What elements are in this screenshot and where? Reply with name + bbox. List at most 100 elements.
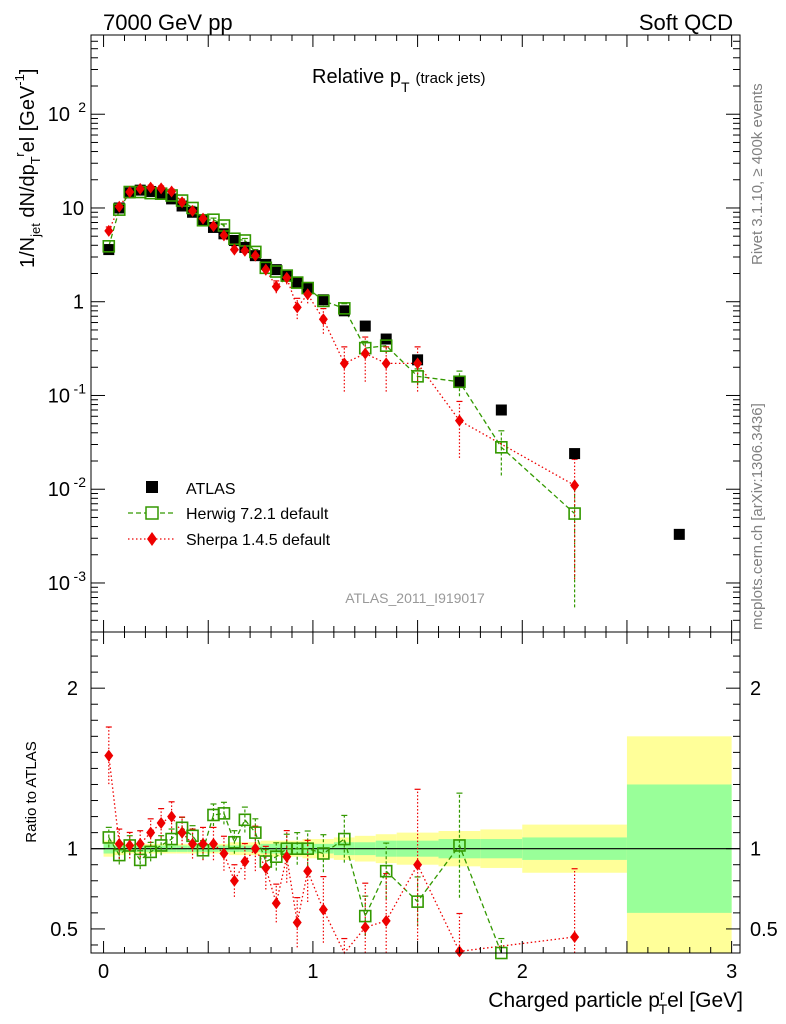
atlas-point [380, 333, 392, 345]
ratio-sherpa-point [114, 837, 124, 850]
ratio-herwig-point [269, 850, 283, 864]
herwig-point [102, 240, 116, 253]
sherpa-point [167, 185, 177, 198]
herwig-point [453, 375, 466, 389]
atlas-point [317, 294, 329, 306]
main-plot-area [102, 181, 685, 608]
main-ytick-label: 10 2 [48, 99, 86, 126]
herwig-point [495, 441, 508, 454]
ratio-herwig-point [453, 839, 466, 852]
ratio-sherpa-point [219, 847, 229, 860]
sherpa-point [188, 204, 198, 217]
main-panel: 10-3 10-2 10 -1 1 10 10 2 Relative pT (track jet… [12, 34, 741, 633]
ratio-herwig-point [144, 845, 157, 859]
atlas-point [453, 376, 465, 388]
ratio-sherpa-point [125, 839, 135, 852]
ratio-herwig-point [154, 839, 168, 852]
ratio-ytick-label-right: 2 [750, 678, 761, 700]
herwig-point [411, 370, 424, 383]
ratio-sherpa-point [413, 858, 423, 871]
ratio-axes: 0.5 0.5 1 1 2 2 0 1 2 3 [50, 632, 778, 983]
ratio-xtick-label: 3 [726, 961, 737, 983]
main-ylabel: 1/Njet dN/dpTrel [GeV-1] [12, 69, 43, 268]
ratio-xtick-label: 1 [307, 961, 318, 983]
ratio-herwig-point [228, 835, 241, 849]
ratio-sherpa-point [261, 861, 271, 874]
sherpa-point [454, 414, 464, 427]
main-ytick-label: 10 [62, 198, 84, 220]
ratio-panel: 0.5 0.5 1 1 2 2 0 1 2 3 Ratio to ATLAS Charged pa… [23, 631, 778, 1017]
title-note: (track jets) [416, 70, 486, 87]
sherpa-point [208, 220, 218, 233]
ratio-sherpa-point [303, 865, 313, 878]
sherpa-point [135, 182, 145, 195]
title-sub: T [401, 79, 410, 95]
sherpa-point [360, 347, 370, 360]
analysis-watermark: ATLAS_2011_I919017 [345, 590, 485, 606]
sherpa-point [250, 249, 260, 262]
ratio-sherpa-point [250, 842, 260, 855]
sherpa-line [108, 186, 575, 486]
atlas-point [338, 305, 350, 317]
sherpa-point [198, 212, 208, 225]
ratio-sherpa-point [292, 916, 302, 929]
sherpa-point [261, 263, 271, 276]
ratio-herwig-point [133, 853, 147, 867]
main-ytick-label: 10 -3 [48, 568, 86, 595]
sherpa-point [177, 196, 187, 209]
ratio-sherpa-point [156, 816, 166, 829]
mcplots-label: mcplots.cern.ch [arXiv:1306.3436] [749, 403, 766, 630]
header-left: 7000 GeV pp [103, 10, 233, 35]
ratio-frame [90, 631, 741, 954]
atlas-point [291, 277, 303, 289]
sherpa-point [114, 200, 124, 213]
ratio-ytick-label-left: 0.5 [50, 919, 78, 941]
ratio-herwig-point [379, 864, 393, 878]
atlas-point [673, 528, 685, 540]
ratio-sherpa-point [282, 850, 292, 863]
main-ytick-label: 1 [73, 292, 84, 314]
header-right: Soft QCD [639, 10, 733, 35]
herwig-point [379, 339, 393, 352]
sherpa-point [303, 288, 313, 301]
ratio-ytick-label-left: 2 [67, 678, 78, 700]
ratio-sherpa-point [177, 826, 187, 839]
legend-herwig-marker [145, 506, 159, 520]
ratio-sherpa-point [167, 810, 177, 823]
ratio-plot-area [91, 726, 740, 960]
sherpa-point [271, 280, 281, 293]
atlas-point [103, 244, 115, 256]
ratio-sherpa-point [240, 855, 250, 868]
legend-sherpa-marker [147, 532, 157, 546]
ratio-herwig-point [338, 832, 351, 846]
ratio-sherpa-point [229, 874, 239, 887]
ratio-herwig-point [165, 832, 178, 846]
sherpa-point [381, 357, 391, 370]
ratio-sherpa-point [146, 826, 156, 839]
main-ytick-label: 10 -2 [48, 474, 86, 501]
sherpa-point [413, 357, 423, 370]
ratio-herwig-point [217, 807, 231, 820]
sherpa-point [318, 313, 328, 326]
sherpa-point [229, 243, 239, 256]
ratio-ytick-label-right: 1 [750, 839, 761, 861]
sherpa-point [240, 244, 250, 257]
sherpa-point [292, 301, 302, 314]
sherpa-point [282, 271, 292, 284]
ratio-herwig-point [249, 826, 262, 839]
ratio-herwig-point [317, 847, 330, 860]
ratio-xtick-label: 0 [98, 961, 109, 983]
sherpa-point [125, 186, 135, 199]
ratio-sherpa-point [318, 903, 328, 916]
atlas-point [359, 320, 371, 332]
ratio-sherpa-point [570, 930, 580, 943]
main-axes: 10-3 10-2 10 -1 1 10 10 2 [48, 34, 740, 633]
herwig-point [317, 294, 330, 308]
ratio-sherpa-point [271, 897, 281, 910]
legend-herwig-label: Herwig 7.2.1 default [186, 506, 329, 523]
ratio-herwig-line [108, 812, 502, 954]
atlas-point [495, 404, 507, 416]
legend-sherpa-label: Sherpa 1.4.5 default [186, 532, 331, 549]
title-main: Relative p [312, 66, 401, 88]
ratio-ytick-label-left: 1 [67, 839, 78, 861]
